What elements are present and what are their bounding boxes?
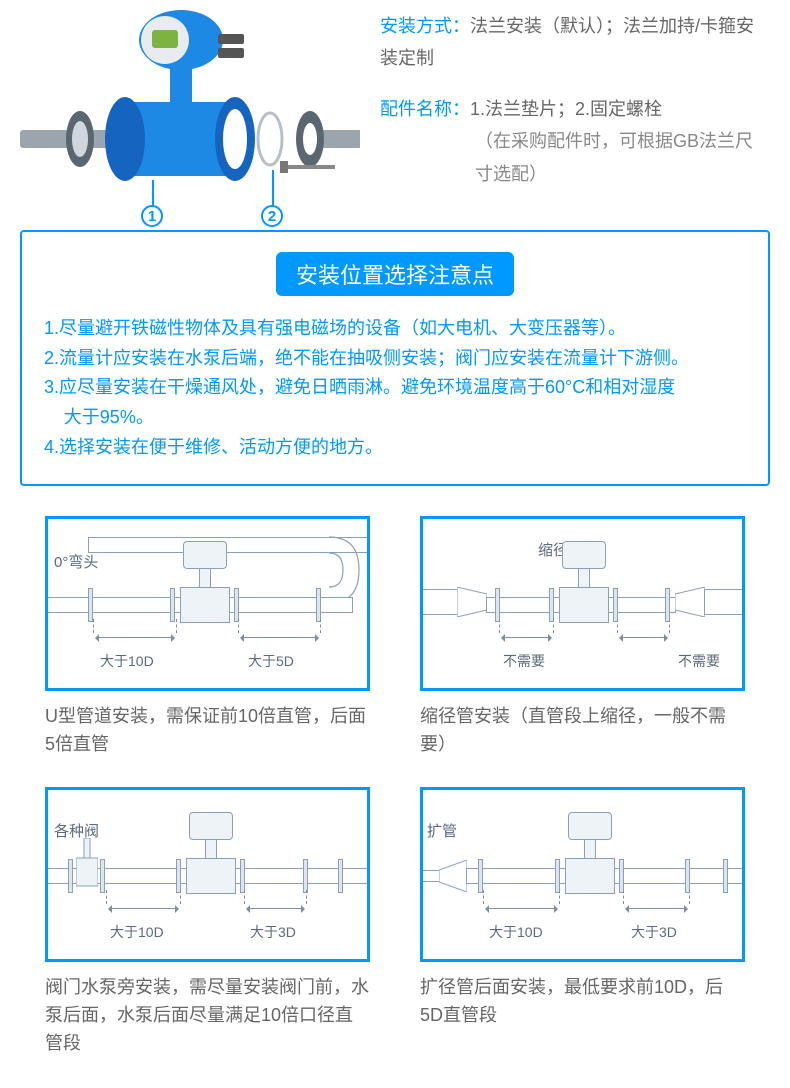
diagram-grid: 0°弯头 大于10D 大于5D U型管道安装，需保证前10倍直管，后面5倍直管 [0,516,790,1087]
notice-item: 2.流量计应安装在水泵后端，绝不能在抽吸侧安装；阀门应安装在流量计下游侧。 [44,344,746,374]
product-illustration: 1 2 [20,10,360,210]
notice-item: 1.尽量避开铁磁性物体及具有强电磁场的设备（如大电机、大变压器等）。 [44,314,746,344]
notice-item: 3.应尽量安装在干燥通风处，避免日晒雨淋。避免环境温度高于60°C和相对湿度大于… [44,373,746,432]
diagram-cell-valve: 各种阀 大于10D 大于3D 阀门水泵旁安装，需尽量安装阀门前， [45,787,370,1058]
diagram-caption: 阀门水泵旁安装，需尽量安装阀门前，水泵后面，水泵后面尽量满足10倍口径直管段 [45,974,370,1058]
flowmeter-svg [20,10,360,210]
diagram-box: 各种阀 大于10D 大于3D [45,787,370,962]
spec-list: 安装方式：法兰安装（默认）；法兰加持/卡箍安装定制 配件名称：1.法兰垫片；2.… [380,10,770,210]
diagram-cell-ubend: 0°弯头 大于10D 大于5D U型管道安装，需保证前10倍直管，后面5倍直管 [45,516,370,759]
notice-item: 4.选择安装在便于维修、活动方便的地方。 [44,433,746,463]
spec-label: 安装方式： [380,16,470,36]
diagram-cell-reducer: 缩径管 不需要 不需要 缩径管安装（直管段上缩径， [420,516,745,759]
diagram-box: 扩管 大于10D 大于3D [420,787,745,962]
spec-label: 配件名称： [380,99,470,119]
callout-1: 1 [141,205,163,227]
product-spec-section: 1 2 安装方式：法兰安装（默认）；法兰加持/卡箍安装定制 配件名称：1.法兰垫… [0,0,790,230]
spec-row-parts: 配件名称：1.法兰垫片；2.固定螺栓 （在采购配件时，可根据GB法兰尺寸选配） [380,93,770,190]
diagram-box: 0°弯头 大于10D 大于5D [45,516,370,691]
notice-title: 安装位置选择注意点 [44,252,746,296]
diagram-cell-expander: 扩管 大于10D 大于3D 扩径管后面安装，最低要求前10D，后5D直管段 [420,787,745,1058]
spec-row-install: 安装方式：法兰安装（默认）；法兰加持/卡箍安装定制 [380,10,770,75]
diagram-caption: U型管道安装，需保证前10倍直管，后面5倍直管 [45,703,370,759]
callout-2: 2 [261,205,283,227]
diagram-box: 缩径管 不需要 不需要 [420,516,745,691]
diagram-caption: 扩径管后面安装，最低要求前10D，后5D直管段 [420,974,745,1030]
spec-note: （在采购配件时，可根据GB法兰尺寸选配） [475,125,770,190]
install-notice-box: 安装位置选择注意点 1.尽量避开铁磁性物体及具有强电磁场的设备（如大电机、大变压… [20,230,770,486]
diagram-caption: 缩径管安装（直管段上缩径，一般不需要） [420,703,745,759]
notice-list: 1.尽量避开铁磁性物体及具有强电磁场的设备（如大电机、大变压器等）。 2.流量计… [44,314,746,462]
spec-value: 1.法兰垫片；2.固定螺栓 [470,99,662,119]
